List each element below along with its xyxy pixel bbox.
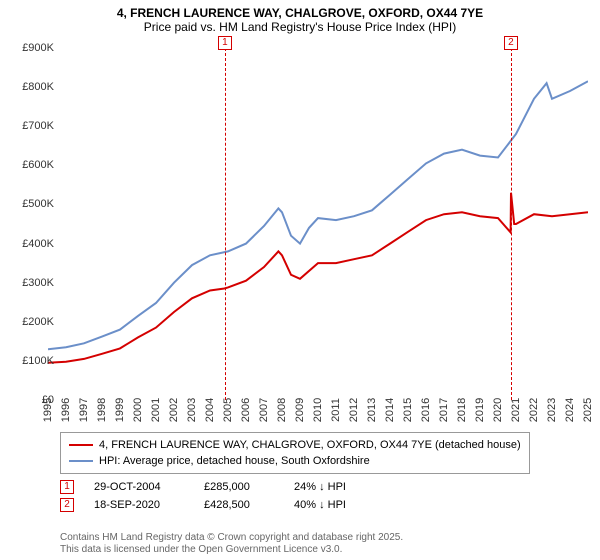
x-tick-label: 2002 bbox=[168, 398, 180, 422]
event-row: 1 29-OCT-2004 £285,000 24% ↓ HPI bbox=[60, 478, 346, 496]
x-tick-label: 2023 bbox=[546, 398, 558, 422]
event-marker: 2 bbox=[60, 498, 74, 512]
x-tick-label: 1999 bbox=[114, 398, 126, 422]
y-tick-label: £400K bbox=[22, 238, 54, 250]
x-tick-label: 1998 bbox=[96, 398, 108, 422]
x-tick-label: 2007 bbox=[258, 398, 270, 422]
event-marker-2: 2 bbox=[504, 36, 518, 50]
x-tick-label: 2012 bbox=[348, 398, 360, 422]
copyright-line2: This data is licensed under the Open Gov… bbox=[60, 544, 403, 556]
x-tick-label: 2017 bbox=[438, 398, 450, 422]
event-date: 29-OCT-2004 bbox=[94, 481, 184, 493]
x-tick-label: 2010 bbox=[312, 398, 324, 422]
legend-row: 4, FRENCH LAURENCE WAY, CHALGROVE, OXFOR… bbox=[69, 437, 521, 453]
x-tick-label: 2009 bbox=[294, 398, 306, 422]
legend-swatch bbox=[69, 444, 93, 446]
y-tick-label: £300K bbox=[22, 277, 54, 289]
chart-area bbox=[48, 48, 588, 400]
y-tick-label: £100K bbox=[22, 355, 54, 367]
x-tick-label: 2020 bbox=[492, 398, 504, 422]
x-tick-label: 2024 bbox=[564, 398, 576, 422]
y-tick-label: £500K bbox=[22, 198, 54, 210]
event-table: 1 29-OCT-2004 £285,000 24% ↓ HPI 2 18-SEP-202… bbox=[60, 478, 346, 514]
event-vline bbox=[511, 48, 512, 400]
x-tick-label: 2022 bbox=[528, 398, 540, 422]
legend-label: 4, FRENCH LAURENCE WAY, CHALGROVE, OXFOR… bbox=[99, 439, 521, 451]
legend: 4, FRENCH LAURENCE WAY, CHALGROVE, OXFOR… bbox=[60, 432, 530, 474]
event-marker-1: 1 bbox=[218, 36, 232, 50]
x-tick-label: 1995 bbox=[42, 398, 54, 422]
event-delta: 40% ↓ HPI bbox=[294, 499, 346, 511]
x-tick-label: 2021 bbox=[510, 398, 522, 422]
x-tick-label: 2025 bbox=[582, 398, 594, 422]
x-tick-label: 2014 bbox=[384, 398, 396, 422]
x-tick-label: 1997 bbox=[78, 398, 90, 422]
event-row: 2 18-SEP-2020 £428,500 40% ↓ HPI bbox=[60, 496, 346, 514]
x-tick-label: 2005 bbox=[222, 398, 234, 422]
y-tick-label: £600K bbox=[22, 159, 54, 171]
x-tick-label: 2006 bbox=[240, 398, 252, 422]
event-marker: 1 bbox=[60, 480, 74, 494]
y-tick-label: £800K bbox=[22, 81, 54, 93]
event-delta: 24% ↓ HPI bbox=[294, 481, 346, 493]
x-tick-label: 2016 bbox=[420, 398, 432, 422]
copyright-line1: Contains HM Land Registry data © Crown c… bbox=[60, 532, 403, 544]
y-tick-label: £200K bbox=[22, 316, 54, 328]
x-tick-label: 1996 bbox=[60, 398, 72, 422]
event-date: 18-SEP-2020 bbox=[94, 499, 184, 511]
x-tick-label: 2004 bbox=[204, 398, 216, 422]
x-tick-label: 2008 bbox=[276, 398, 288, 422]
x-tick-label: 2015 bbox=[402, 398, 414, 422]
series-hpi bbox=[48, 81, 588, 349]
legend-label: HPI: Average price, detached house, Sout… bbox=[99, 455, 370, 467]
chart-title-line1: 4, FRENCH LAURENCE WAY, CHALGROVE, OXFOR… bbox=[0, 0, 600, 20]
legend-row: HPI: Average price, detached house, Sout… bbox=[69, 453, 521, 469]
line-chart bbox=[48, 48, 588, 400]
x-tick-label: 2001 bbox=[150, 398, 162, 422]
event-price: £285,000 bbox=[204, 481, 274, 493]
y-tick-label: £900K bbox=[22, 42, 54, 54]
x-tick-label: 2011 bbox=[330, 398, 342, 422]
x-tick-label: 2000 bbox=[132, 398, 144, 422]
event-price: £428,500 bbox=[204, 499, 274, 511]
x-tick-label: 2013 bbox=[366, 398, 378, 422]
x-tick-label: 2003 bbox=[186, 398, 198, 422]
legend-swatch bbox=[69, 460, 93, 462]
y-tick-label: £700K bbox=[22, 120, 54, 132]
x-tick-label: 2018 bbox=[456, 398, 468, 422]
copyright: Contains HM Land Registry data © Crown c… bbox=[60, 532, 403, 556]
x-tick-label: 2019 bbox=[474, 398, 486, 422]
event-vline bbox=[225, 48, 226, 400]
